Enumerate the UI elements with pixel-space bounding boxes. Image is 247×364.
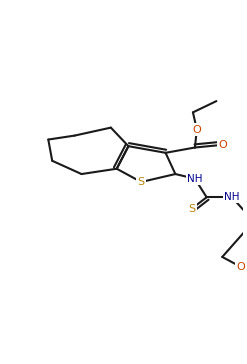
Text: S: S [188,203,196,214]
Text: S: S [138,177,145,187]
Text: O: O [192,124,201,135]
Text: NH: NH [187,174,203,184]
Text: O: O [218,140,227,150]
Text: NH: NH [224,192,240,202]
Text: O: O [236,262,245,272]
